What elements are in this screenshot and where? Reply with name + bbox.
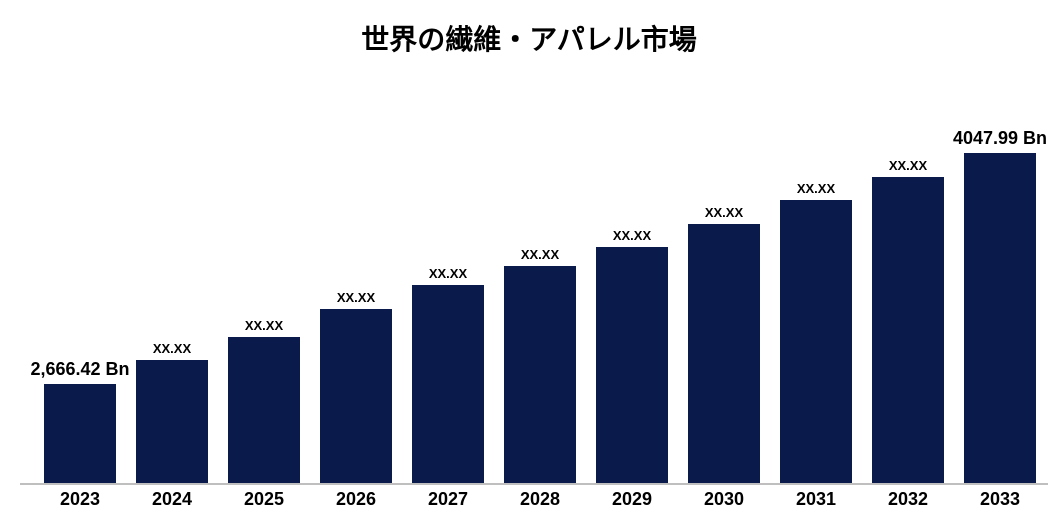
- x-axis-label: 2026: [320, 489, 392, 510]
- x-axis-label: 2030: [688, 489, 760, 510]
- bar: [504, 266, 576, 483]
- bar: [780, 200, 852, 483]
- chart-title: 世界の繊維・アパレル市場: [0, 18, 1058, 58]
- bar-value-label: XX.XX: [797, 181, 835, 196]
- bar: [320, 309, 392, 483]
- bar-group: 4047.99 Bn: [964, 128, 1036, 483]
- bar-value-label: XX.XX: [521, 247, 559, 262]
- bar: [44, 384, 116, 483]
- bar-value-label: XX.XX: [429, 266, 467, 281]
- bar-value-label: XX.XX: [613, 228, 651, 243]
- x-axis-label: 2033: [964, 489, 1036, 510]
- x-axis-label: 2023: [44, 489, 116, 510]
- bar-group: XX.XX: [320, 290, 392, 483]
- bar-value-label: XX.XX: [153, 341, 191, 356]
- x-axis-label: 2031: [780, 489, 852, 510]
- bar-value-label: XX.XX: [705, 205, 743, 220]
- bar-group: XX.XX: [136, 341, 208, 483]
- bar: [596, 247, 668, 483]
- bar: [964, 153, 1036, 483]
- x-axis-label: 2028: [504, 489, 576, 510]
- bar-value-label: XX.XX: [245, 318, 283, 333]
- bar-group: XX.XX: [412, 266, 484, 483]
- bar-value-label: XX.XX: [337, 290, 375, 305]
- bar: [872, 177, 944, 483]
- bar-value-label: XX.XX: [889, 158, 927, 173]
- bar-group: XX.XX: [504, 247, 576, 483]
- x-axis-label: 2029: [596, 489, 668, 510]
- bar-value-label: 4047.99 Bn: [953, 128, 1047, 149]
- chart-area: 2,666.42 Bn XX.XX XX.XX XX.XX XX.XX XX.XX XX.X…: [20, 115, 1048, 485]
- bar: [412, 285, 484, 483]
- x-axis: 2023 2024 2025 2026 2027 2028 2029 2030 2031 2032…: [20, 489, 1048, 517]
- bar-group: XX.XX: [596, 228, 668, 483]
- x-axis-label: 2027: [412, 489, 484, 510]
- bar-group: 2,666.42 Bn: [44, 359, 116, 483]
- bar-group: XX.XX: [780, 181, 852, 483]
- bar: [688, 224, 760, 483]
- x-axis-label: 2024: [136, 489, 208, 510]
- bar-group: XX.XX: [688, 205, 760, 483]
- x-axis-label: 2025: [228, 489, 300, 510]
- bar: [136, 360, 208, 483]
- bar-group: XX.XX: [228, 318, 300, 483]
- bar-group: XX.XX: [872, 158, 944, 483]
- bar-value-label: 2,666.42 Bn: [30, 359, 129, 380]
- x-axis-label: 2032: [872, 489, 944, 510]
- bar: [228, 337, 300, 483]
